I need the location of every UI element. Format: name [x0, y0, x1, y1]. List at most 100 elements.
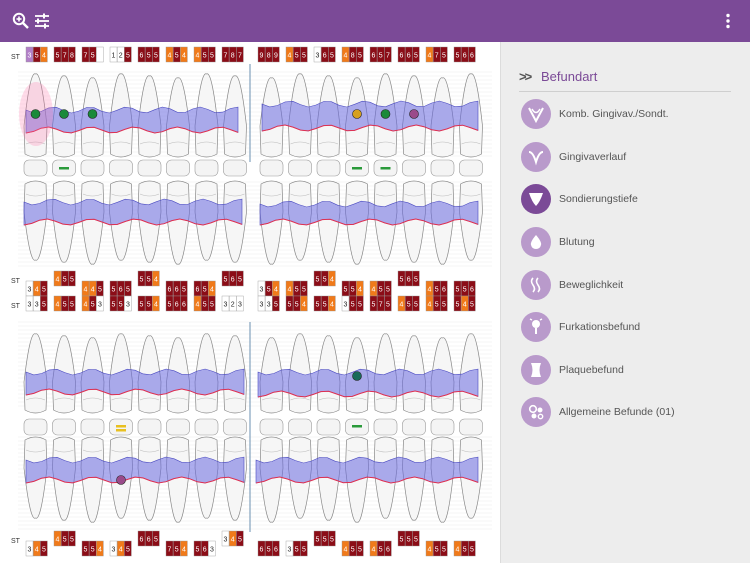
tooth-occlusal-lower[interactable] [80, 418, 105, 436]
tooth-detail[interactable] [25, 141, 46, 145]
findings-type-item[interactable]: Blutung [521, 225, 736, 259]
tooth-occlusal-upper[interactable] [23, 159, 48, 177]
tooth-occlusal-lower[interactable] [166, 418, 190, 436]
tooth-occlusal-upper[interactable] [259, 159, 284, 177]
tooth-detail[interactable] [290, 397, 310, 401]
tooth-detail[interactable] [82, 141, 103, 145]
tooth-upper-palatal[interactable] [166, 180, 190, 265]
tooth-detail[interactable] [225, 397, 245, 401]
tooth-detail[interactable] [54, 193, 74, 197]
tooth-detail[interactable] [54, 449, 74, 453]
tooth-occlusal-upper[interactable] [316, 159, 341, 177]
tooth-detail[interactable] [318, 449, 339, 453]
tooth-outline[interactable] [80, 180, 105, 265]
tooth-detail[interactable] [347, 397, 367, 401]
tooth-detail[interactable] [404, 141, 424, 145]
tooth-outline[interactable] [259, 436, 284, 523]
tooth-detail[interactable] [375, 141, 396, 145]
findings-type-item[interactable]: Plaquebefund [521, 353, 736, 387]
tooth-detail[interactable] [25, 449, 46, 453]
tooth-lower-buccal[interactable] [80, 436, 105, 523]
tooth-detail[interactable] [432, 193, 453, 197]
tooth-occlusal-upper[interactable] [288, 159, 312, 177]
tooth-occlusal-lower[interactable] [459, 418, 483, 436]
tooth-occlusal-lower[interactable] [430, 418, 455, 436]
tooth-detail[interactable] [111, 449, 131, 453]
tooth-detail[interactable] [168, 397, 188, 401]
tooth-detail[interactable] [404, 449, 424, 453]
tooth-detail[interactable] [432, 449, 453, 453]
chart-canvas[interactable]: ST 3 5 4 5 7 8 7 5 1 2 5 6 5 5 4 5 4 4 5 5 7 8 7 9 8 9 4 5 5 3 6 5 4 8 5 6 5 7… [0, 42, 500, 563]
tooth-occlusal-lower[interactable] [259, 418, 284, 436]
tooth-detail[interactable] [82, 397, 103, 401]
tooth-detail[interactable] [404, 193, 424, 197]
tooth-lower-buccal[interactable] [259, 436, 284, 523]
tooth-detail[interactable] [168, 193, 188, 197]
tooth-detail[interactable] [461, 449, 481, 453]
tooth-detail[interactable] [139, 397, 160, 401]
tooth-outline[interactable] [259, 180, 284, 265]
tooth-lower-buccal[interactable] [402, 436, 426, 521]
tooth-outline[interactable] [402, 436, 426, 521]
tooth-detail[interactable] [82, 449, 103, 453]
sliders-icon[interactable] [32, 11, 52, 31]
tooth-detail[interactable] [432, 397, 453, 401]
tooth-detail[interactable] [196, 449, 217, 453]
tooth-occlusal-lower[interactable] [23, 418, 48, 436]
tooth-detail[interactable] [111, 141, 131, 145]
tooth-occlusal-upper[interactable] [430, 159, 455, 177]
tooth-detail[interactable] [25, 193, 46, 197]
tooth-occlusal-upper[interactable] [166, 159, 190, 177]
tooth-detail[interactable] [347, 193, 367, 197]
tooth-detail[interactable] [318, 397, 339, 401]
tooth-detail[interactable] [375, 397, 396, 401]
tooth-detail[interactable] [461, 397, 481, 401]
tooth-detail[interactable] [111, 193, 131, 197]
tooth-occlusal-upper[interactable] [402, 159, 426, 177]
tooth-outline[interactable] [166, 180, 190, 265]
tooth-detail[interactable] [139, 141, 160, 145]
tooth-detail[interactable] [225, 193, 245, 197]
double-chevron-right-icon[interactable]: >> [519, 69, 532, 84]
tooth-detail[interactable] [432, 141, 453, 145]
tooth-detail[interactable] [225, 141, 245, 145]
findings-type-item[interactable]: Komb. Gingivav./Sondt. [521, 97, 736, 131]
tooth-detail[interactable] [290, 449, 310, 453]
tooth-occlusal-lower[interactable] [402, 418, 426, 436]
more-vertical-icon[interactable] [718, 11, 738, 31]
tooth-occlusal-lower[interactable] [137, 418, 162, 436]
tooth-detail[interactable] [461, 141, 481, 145]
tooth-occlusal-upper[interactable] [80, 159, 105, 177]
tooth-detail[interactable] [139, 449, 160, 453]
tooth-occlusal-lower[interactable] [373, 418, 398, 436]
tooth-detail[interactable] [196, 141, 217, 145]
tooth-upper-palatal[interactable] [259, 180, 284, 265]
tooth-occlusal-upper[interactable] [109, 159, 133, 177]
tooth-detail[interactable] [347, 449, 367, 453]
tooth-detail[interactable] [139, 193, 160, 197]
tooth-detail[interactable] [461, 193, 481, 197]
tooth-occlusal-lower[interactable] [316, 418, 341, 436]
tooth-detail[interactable] [318, 141, 339, 145]
tooth-occlusal-upper[interactable] [194, 159, 219, 177]
tooth-detail[interactable] [168, 449, 188, 453]
tooth-outline[interactable] [402, 180, 426, 263]
tooth-detail[interactable] [290, 141, 310, 145]
tooth-detail[interactable] [82, 193, 103, 197]
sidebar-header[interactable]: >> Befundart [519, 62, 731, 92]
tooth-occlusal-lower[interactable] [288, 418, 312, 436]
tooth-detail[interactable] [54, 141, 74, 145]
tooth-detail[interactable] [111, 397, 131, 401]
tooth-occlusal-upper[interactable] [459, 159, 483, 177]
tooth-occlusal-upper[interactable] [223, 159, 247, 177]
periodontal-chart[interactable]: ST 3 5 4 5 7 8 7 5 1 2 5 6 5 5 4 5 4 4 5 5 7 8 7 9 8 9 4 5 5 3 6 5 4 8 5 6 5 7… [0, 42, 500, 563]
findings-type-item[interactable]: Beweglichkeit [521, 268, 736, 302]
findings-type-item[interactable]: Allgemeine Befunde (01) [521, 395, 736, 429]
tooth-detail[interactable] [261, 449, 282, 453]
tooth-detail[interactable] [347, 141, 367, 145]
tooth-detail[interactable] [290, 193, 310, 197]
tooth-detail[interactable] [196, 193, 217, 197]
tooth-detail[interactable] [261, 397, 282, 401]
tooth-detail[interactable] [196, 397, 217, 401]
tooth-upper-palatal[interactable] [80, 180, 105, 265]
